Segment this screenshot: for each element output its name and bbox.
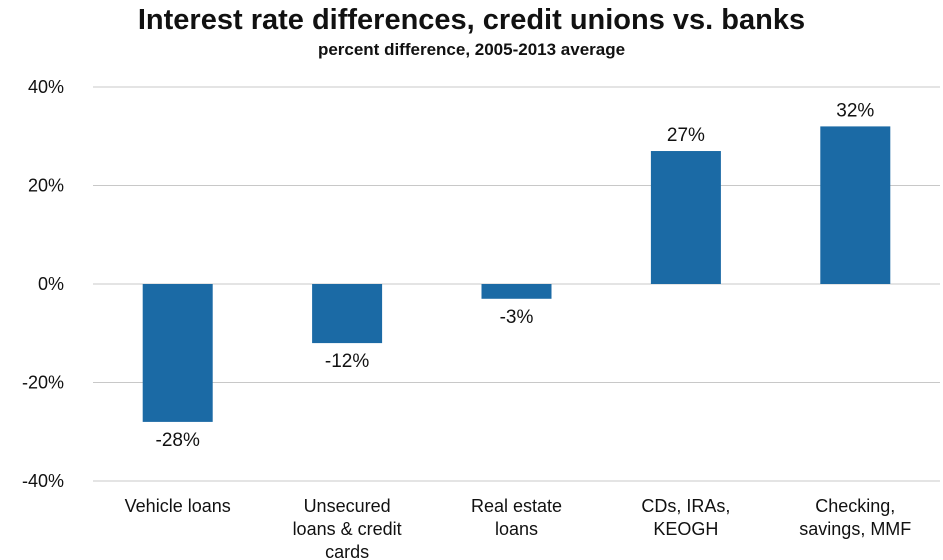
- bar: [650, 151, 721, 284]
- bar: [481, 284, 552, 299]
- category-label: Vehicle loans: [125, 496, 231, 516]
- y-tick-label: -20%: [22, 373, 64, 393]
- y-tick-label: 40%: [28, 77, 64, 97]
- category-label: CDs, IRAs, KEOGH: [641, 496, 730, 539]
- data-label: -12%: [325, 351, 369, 372]
- bar: [820, 126, 891, 285]
- chart-subtitle: percent difference, 2005-2013 average: [317, 40, 626, 59]
- y-tick-label: 0%: [38, 274, 64, 294]
- data-label: -28%: [156, 430, 200, 451]
- y-tick-label: 20%: [28, 176, 64, 196]
- category-label: Checking, savings, MMF: [799, 496, 911, 539]
- data-label: 27%: [667, 125, 705, 146]
- bar: [142, 284, 213, 422]
- data-label: 32%: [836, 100, 874, 121]
- data-label: -3%: [500, 307, 534, 328]
- chart-title: Interest rate differences, credit unions…: [137, 4, 806, 36]
- bar: [312, 284, 383, 344]
- category-label: Unsecured loans & credit cards: [293, 496, 402, 560]
- y-tick-label: -40%: [22, 471, 64, 491]
- category-label: Real estate loans: [471, 496, 562, 539]
